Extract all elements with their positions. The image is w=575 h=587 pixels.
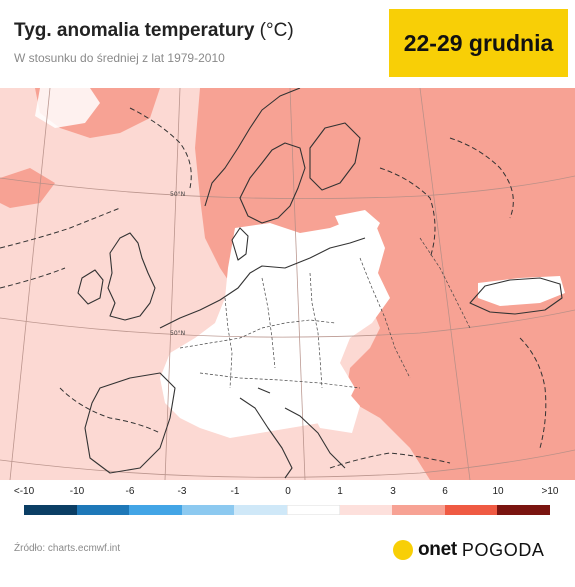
coast-scandinavia — [204, 88, 306, 224]
anomaly-zone-neutral-blacksea — [478, 276, 565, 306]
coast-iberia — [84, 372, 176, 474]
contour-5 — [449, 137, 514, 219]
legend-swatch-1-to-3 — [339, 505, 393, 515]
anomaly-map: 50°N 50°N — [0, 88, 575, 480]
legend-tick-minus-10: -10 — [69, 486, 85, 497]
coast-adriatic — [284, 407, 346, 469]
sun-dot-icon — [393, 540, 413, 560]
legend-swatch-minus-3-to-minus-1 — [181, 505, 235, 515]
page-title: Tyg. anomalia temperatury (°C) — [14, 20, 294, 42]
legend-swatch-0-to-1 — [286, 505, 340, 515]
border-b — [224, 297, 233, 389]
coast-denmark — [231, 227, 249, 261]
border-e — [359, 257, 411, 379]
legend-swatch-6-to-10 — [444, 505, 498, 515]
legend-tick-1: 1 — [337, 486, 343, 497]
coast-black-sea — [469, 277, 563, 315]
lat-label-upper: 50°N — [170, 191, 185, 198]
anomaly-zone-neutral-center — [160, 218, 390, 438]
legend-tick-6: 6 — [442, 486, 448, 497]
legend-tick-minus-6: -6 — [125, 486, 135, 497]
coast-finland — [309, 122, 361, 191]
source-credit: Źródło: charts.ecmwf.int — [14, 543, 121, 554]
title-unit: (°C) — [259, 20, 294, 41]
anomaly-zone-neutral-balkan — [300, 383, 360, 433]
border-d — [309, 272, 323, 389]
anomaly-zone-sea-patch — [0, 168, 55, 208]
legend-tick-3: 3 — [390, 486, 396, 497]
contour-3 — [129, 107, 192, 189]
coast-ireland — [77, 269, 104, 305]
meridian-40e — [419, 88, 471, 480]
contour-1 — [0, 207, 121, 249]
page-subtitle: W stosunku do średniej z lat 1979-2010 — [14, 51, 225, 65]
contour-4 — [379, 167, 436, 259]
contour-6 — [59, 387, 161, 434]
brand-pogoda-text: POGODA — [461, 539, 545, 560]
parallel-50n — [0, 309, 575, 338]
onet-pogoda-logo: onet POGODA — [393, 538, 545, 562]
legend-swatch-minus-10-to-minus-6 — [76, 505, 130, 515]
parallel-40n — [0, 449, 575, 478]
meridian-20e — [289, 88, 306, 480]
contour-7 — [329, 452, 451, 469]
border-f — [419, 237, 471, 329]
anomaly-zone-neutral-iceland — [35, 88, 100, 128]
legend-color-bar — [24, 505, 550, 515]
meridian-20w — [9, 88, 51, 480]
lat-label-lower: 50°N — [170, 330, 185, 337]
legend-tick-10: 10 — [492, 486, 504, 497]
coast-great-britain — [107, 232, 156, 321]
anomaly-contours — [0, 107, 547, 469]
legend-tick-minus-3: -3 — [177, 486, 187, 497]
graticule — [0, 88, 575, 480]
parallel-60n — [0, 175, 575, 200]
coast-continent-north — [159, 237, 366, 329]
title-text: Tyg. anomalia temperatury — [14, 20, 255, 41]
country-borders — [179, 237, 471, 389]
contour-8 — [519, 337, 547, 449]
anomaly-zone-northeast — [195, 88, 575, 480]
coastlines — [77, 88, 563, 479]
date-range-badge: 22-29 grudnia — [389, 9, 568, 77]
legend-swatch-3-to-6 — [392, 505, 445, 515]
legend-tick-0: 0 — [285, 486, 291, 497]
legend-tick-gt-10: >10 — [541, 486, 559, 497]
legend-swatch-lt-minus-10 — [24, 505, 77, 515]
anomaly-zone-neutral-baltic — [335, 210, 380, 238]
brand-onet-text: onet — [418, 539, 457, 560]
legend-tick-lt-minus-10: <-10 — [13, 486, 35, 497]
legend-swatch-10-to-gt-10 — [497, 505, 550, 515]
legend-tick-minus-1: -1 — [230, 486, 240, 497]
border-c — [261, 277, 276, 369]
meridian-0 — [164, 88, 181, 480]
color-legend: <-10 -10 -6 -3 -1 0 1 3 6 10 >10 — [0, 486, 575, 520]
border-g — [199, 372, 361, 389]
legend-swatch-minus-1-to-0 — [234, 505, 287, 515]
coast-italy — [239, 387, 293, 479]
border-a — [179, 319, 336, 349]
legend-swatch-minus-6-to-minus-3 — [129, 505, 182, 515]
